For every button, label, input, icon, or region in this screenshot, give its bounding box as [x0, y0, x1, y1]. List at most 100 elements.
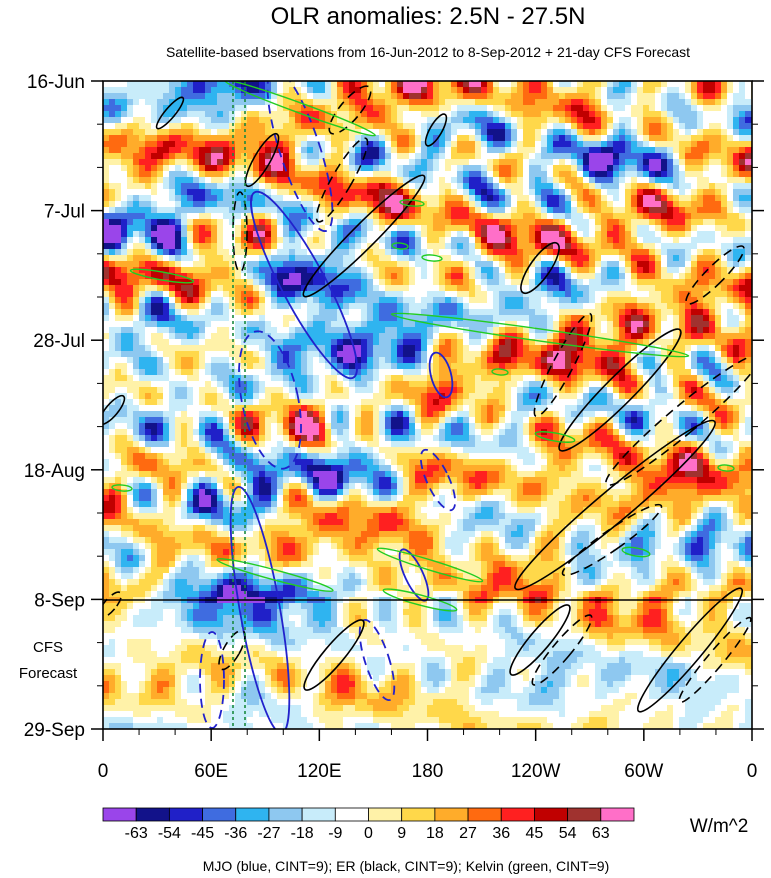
anomaly-cell: [235, 171, 242, 178]
anomaly-cell: [613, 225, 620, 232]
anomaly-cell: [493, 315, 500, 322]
anomaly-cell: [739, 267, 746, 274]
anomaly-cell: [457, 165, 464, 172]
anomaly-cell: [631, 99, 638, 106]
anomaly-cell: [643, 159, 650, 166]
anomaly-cell: [583, 225, 590, 232]
anomaly-cell: [715, 237, 722, 244]
anomaly-cell: [649, 93, 656, 100]
anomaly-cell: [109, 99, 116, 106]
anomaly-cell: [409, 219, 416, 226]
anomaly-cell: [463, 273, 470, 280]
anomaly-cell: [667, 93, 674, 100]
anomaly-cell: [331, 99, 338, 106]
anomaly-cell: [151, 177, 158, 184]
anomaly-cell: [409, 237, 416, 244]
anomaly-cell: [457, 213, 464, 220]
anomaly-cell: [691, 147, 698, 154]
anomaly-cell: [427, 105, 434, 112]
anomaly-cell: [145, 177, 152, 184]
anomaly-cell: [607, 117, 614, 124]
anomaly-cell: [619, 177, 626, 184]
anomaly-cell: [289, 303, 296, 310]
anomaly-cell: [457, 339, 464, 346]
anomaly-cell: [229, 213, 236, 220]
anomaly-cell: [289, 111, 296, 118]
anomaly-cell: [691, 279, 698, 286]
anomaly-cell: [193, 165, 200, 172]
anomaly-cell: [433, 165, 440, 172]
anomaly-cell: [253, 105, 260, 112]
anomaly-cell: [391, 129, 398, 136]
anomaly-cell: [223, 255, 230, 262]
anomaly-cell: [193, 327, 200, 334]
anomaly-cell: [475, 285, 482, 292]
anomaly-cell: [661, 183, 668, 190]
anomaly-cell: [397, 99, 404, 106]
anomaly-cell: [421, 165, 428, 172]
anomaly-cell: [205, 249, 212, 256]
anomaly-cell: [415, 321, 422, 328]
anomaly-cell: [307, 345, 314, 352]
anomaly-cell: [487, 177, 494, 184]
anomaly-cell: [481, 171, 488, 178]
anomaly-cell: [301, 189, 308, 196]
anomaly-cell: [463, 153, 470, 160]
anomaly-cell: [445, 333, 452, 340]
anomaly-cell: [697, 291, 704, 298]
anomaly-cell: [733, 231, 740, 238]
anomaly-cell: [367, 231, 374, 238]
anomaly-cell: [625, 117, 632, 124]
anomaly-cell: [115, 213, 122, 220]
anomaly-cell: [697, 117, 704, 124]
anomaly-cell: [319, 189, 326, 196]
anomaly-cell: [427, 153, 434, 160]
anomaly-cell: [277, 195, 284, 202]
anomaly-cell: [439, 267, 446, 274]
anomaly-cell: [451, 177, 458, 184]
anomaly-cell: [463, 81, 470, 88]
anomaly-cell: [199, 291, 206, 298]
anomaly-cell: [403, 147, 410, 154]
anomaly-cell: [703, 249, 710, 256]
anomaly-cell: [463, 207, 470, 214]
anomaly-cell: [577, 213, 584, 220]
anomaly-cell: [385, 123, 392, 130]
anomaly-cell: [103, 225, 110, 232]
anomaly-cell: [259, 219, 266, 226]
anomaly-cell: [205, 105, 212, 112]
anomaly-cell: [481, 261, 488, 268]
anomaly-cell: [517, 159, 524, 166]
anomaly-cell: [319, 147, 326, 154]
anomaly-cell: [355, 291, 362, 298]
anomaly-cell: [313, 93, 320, 100]
anomaly-cell: [745, 315, 752, 322]
anomaly-cell: [589, 339, 596, 346]
anomaly-cell: [289, 261, 296, 268]
anomaly-cell: [145, 93, 152, 100]
anomaly-cell: [481, 201, 488, 208]
anomaly-cell: [505, 285, 512, 292]
anomaly-cell: [385, 219, 392, 226]
anomaly-cell: [457, 111, 464, 118]
anomaly-cell: [127, 261, 134, 268]
anomaly-cell: [571, 129, 578, 136]
anomaly-cell: [517, 297, 524, 304]
anomaly-cell: [163, 285, 170, 292]
anomaly-cell: [433, 297, 440, 304]
anomaly-cell: [115, 99, 122, 106]
anomaly-cell: [547, 249, 554, 256]
anomaly-cell: [205, 255, 212, 262]
anomaly-cell: [475, 351, 482, 358]
anomaly-cell: [655, 279, 662, 286]
anomaly-cell: [451, 201, 458, 208]
anomaly-cell: [547, 141, 554, 148]
anomaly-cell: [223, 135, 230, 142]
anomaly-cell: [325, 297, 332, 304]
anomaly-cell: [355, 189, 362, 196]
anomaly-cell: [445, 249, 452, 256]
anomaly-cell: [103, 237, 110, 244]
anomaly-cell: [703, 171, 710, 178]
anomaly-cell: [349, 171, 356, 178]
anomaly-cell: [121, 159, 128, 166]
